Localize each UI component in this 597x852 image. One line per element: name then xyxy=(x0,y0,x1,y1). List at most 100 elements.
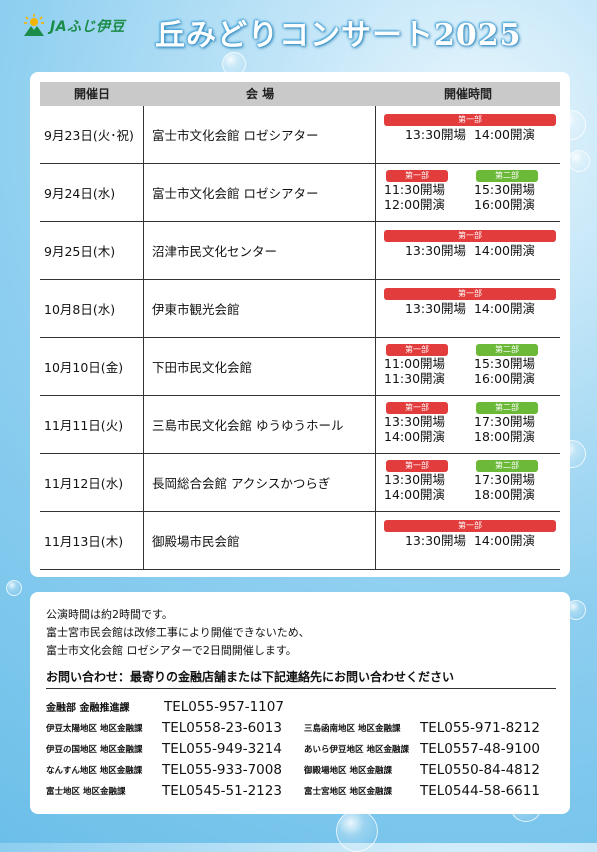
session-label-badge: 第一部 xyxy=(384,230,556,242)
session-label-badge: 第一部 xyxy=(384,520,556,532)
row-venue: 下田市民文化会館 xyxy=(144,338,376,395)
session-start: 14:00開演 xyxy=(384,487,446,502)
inquiry-heading: お問い合わせ：最寄りの金融店舗または下記連絡先にお問い合わせください xyxy=(46,670,455,684)
session-2: 第二部 17:30開場 18:00開演 xyxy=(474,460,556,502)
contact-row-main: 金融部 金融推進課 TEL055-957-1107 xyxy=(46,696,566,717)
session-1: 第一部 11:30開場 12:00開演 xyxy=(384,170,466,212)
session-time: 13:30開場 14:00開演 xyxy=(404,533,535,548)
contact-dept: 三島函南地区 地区金融課 xyxy=(304,723,401,734)
row-venue: 三島市民文化会館 ゆうゆうホール xyxy=(144,396,376,453)
row-times: 第一部 11:00開場 11:30開演 第二部 15:30開場 16:00開演 xyxy=(376,338,560,395)
session-label-badge: 第一部 xyxy=(386,402,448,414)
table-row: 9月24日(水) 富士市文化会館 ロゼシアター 第一部 11:30開場 12:0… xyxy=(40,164,560,222)
table-row: 9月23日(火･祝) 富士市文化会館 ロゼシアター 第一部 13:30開場 14… xyxy=(40,106,560,164)
session-label-badge: 第二部 xyxy=(476,344,538,356)
table-row: 10月10日(金) 下田市民文化会館 第一部 11:00開場 11:30開演 第… xyxy=(40,338,560,396)
session-open: 15:30開場 xyxy=(474,182,536,197)
session-label-badge: 第一部 xyxy=(386,170,448,182)
session-open: 17:30開場 xyxy=(474,414,536,429)
contact-list: 金融部 金融推進課 TEL055-957-1107 伊豆太陽地区 地区金融課 TE… xyxy=(46,696,566,801)
contact-row: 伊豆太陽地区 地区金融課 TEL0558-23-6013 三島函南地区 地区金融課… xyxy=(46,717,566,738)
schedule-rows: 9月23日(火･祝) 富士市文化会館 ロゼシアター 第一部 13:30開場 14… xyxy=(40,106,560,570)
contact-tel: TEL055-957-1107 xyxy=(164,698,284,715)
row-date: 10月10日(金) xyxy=(40,338,144,395)
row-venue: 御殿場市民会館 xyxy=(144,512,376,569)
contact-tel: TEL0545-51-2123 xyxy=(162,782,282,799)
contact-dept: 伊豆の国地区 地区金融課 xyxy=(46,744,143,755)
session-start: 16:00開演 xyxy=(474,197,536,212)
contact-tel: TEL055-949-3214 xyxy=(162,740,282,757)
contact-dept: なんすん地区 地区金融課 xyxy=(46,765,143,776)
session-time: 13:30開場 14:00開演 xyxy=(404,301,535,316)
session-2: 第二部 15:30開場 16:00開演 xyxy=(474,170,556,212)
session-1: 第一部 13:30開場 14:00開演 xyxy=(384,230,556,259)
contact-row: なんすん地区 地区金融課 TEL055-933-7008 御殿場地区 地区金融課 T… xyxy=(46,759,566,780)
column-header-time: 開催時間 xyxy=(443,87,492,101)
row-times: 第一部 13:30開場 14:00開演 xyxy=(376,512,560,569)
session-start: 11:30開演 xyxy=(384,371,446,386)
table-row: 11月13日(木) 御殿場市民会館 第一部 13:30開場 14:00開演 xyxy=(40,512,560,570)
table-row: 9月25日(木) 沼津市民文化センター 第一部 13:30開場 14:00開演 xyxy=(40,222,560,280)
ja-logo-icon xyxy=(22,14,46,38)
session-open: 11:00開場 xyxy=(384,356,446,371)
note-line: 富士宮市民会館は改修工事により開催できないため、 xyxy=(46,626,310,639)
contact-dept: あいら伊豆地区 地区金融課 xyxy=(304,744,409,755)
session-time: 13:30開場 14:00開演 xyxy=(404,127,535,142)
session-open: 13:30開場 xyxy=(384,472,446,487)
session-1: 第一部 13:30開場 14:00開演 xyxy=(384,402,466,444)
session-1: 第一部 13:30開場 14:00開演 xyxy=(384,520,556,549)
row-date: 11月11日(火) xyxy=(40,396,144,453)
contact-tel: TEL0558-23-6013 xyxy=(162,719,282,736)
session-open: 17:30開場 xyxy=(474,472,536,487)
session-label-badge: 第二部 xyxy=(476,402,538,414)
row-venue: 長岡総合会館 アクシスかつらぎ xyxy=(144,454,376,511)
session-pair: 第一部 11:00開場 11:30開演 第二部 15:30開場 16:00開演 xyxy=(384,344,556,386)
row-date: 11月13日(木) xyxy=(40,512,144,569)
table-row: 11月12日(水) 長岡総合会館 アクシスかつらぎ 第一部 13:30開場 14… xyxy=(40,454,560,512)
contact-tel: TEL0550-84-4812 xyxy=(420,761,540,778)
row-times: 第一部 13:30開場 14:00開演 第二部 17:30開場 18:00開演 xyxy=(376,396,560,453)
row-date: 9月24日(水) xyxy=(40,164,144,221)
note-line: 公演時間は約2時間です。 xyxy=(46,608,173,621)
table-row: 10月8日(水) 伊東市観光会館 第一部 13:30開場 14:00開演 xyxy=(40,280,560,338)
session-label-badge: 第一部 xyxy=(384,288,556,300)
row-date: 11月12日(水) xyxy=(40,454,144,511)
session-start: 18:00開演 xyxy=(474,487,536,502)
column-header-date: 開催日 xyxy=(73,87,110,101)
session-open: 11:30開場 xyxy=(384,182,446,197)
contact-dept: 富士宮地区 地区金融課 xyxy=(304,786,392,797)
contact-tel: TEL0544-58-6611 xyxy=(420,782,540,799)
row-date: 9月23日(火･祝) xyxy=(40,106,144,163)
session-label-badge: 第一部 xyxy=(384,114,556,126)
contact-tel: TEL0557-48-9100 xyxy=(420,740,540,757)
session-open: 13:30開場 xyxy=(384,414,446,429)
session-1: 第一部 11:00開場 11:30開演 xyxy=(384,344,466,386)
session-start: 12:00開演 xyxy=(384,197,446,212)
contact-row: 富士地区 地区金融課 TEL0545-51-2123 富士宮地区 地区金融課 TEL… xyxy=(46,780,566,801)
row-venue: 伊東市観光会館 xyxy=(144,280,376,337)
table-row: 11月11日(火) 三島市民文化会館 ゆうゆうホール 第一部 13:30開場 1… xyxy=(40,396,560,454)
column-header-venue: 会 場 xyxy=(245,87,275,101)
row-times: 第一部 13:30開場 14:00開演 xyxy=(376,280,560,337)
session-pair: 第一部 13:30開場 14:00開演 第二部 17:30開場 18:00開演 xyxy=(384,460,556,502)
session-2: 第二部 17:30開場 18:00開演 xyxy=(474,402,556,444)
session-start: 14:00開演 xyxy=(384,429,446,444)
contact-dept: 伊豆太陽地区 地区金融課 xyxy=(46,723,143,734)
session-1: 第一部 13:30開場 14:00開演 xyxy=(384,460,466,502)
session-2: 第二部 15:30開場 16:00開演 xyxy=(474,344,556,386)
bubble-decoration xyxy=(6,580,22,596)
contact-tel: TEL055-933-7008 xyxy=(162,761,282,778)
row-venue: 富士市文化会館 ロゼシアター xyxy=(144,164,376,221)
bubble-decoration xyxy=(336,810,378,852)
session-time: 13:30開場 14:00開演 xyxy=(404,243,535,258)
session-label-badge: 第一部 xyxy=(386,344,448,356)
info-panel: 公演時間は約2時間です。 富士宮市民会館は改修工事により開催できないため、 富士… xyxy=(30,592,570,814)
logo-text: JAふじ伊豆 xyxy=(50,19,126,35)
session-pair: 第一部 13:30開場 14:00開演 第二部 17:30開場 18:00開演 xyxy=(384,402,556,444)
schedule-panel: 開催日 会 場 開催時間 9月23日(火･祝) 富士市文化会館 ロゼシアター 第… xyxy=(30,72,570,577)
session-label-badge: 第一部 xyxy=(386,460,448,472)
session-label-badge: 第二部 xyxy=(476,460,538,472)
contact-dept: 富士地区 地区金融課 xyxy=(46,786,126,797)
bubble-decoration xyxy=(568,150,590,172)
row-venue: 沼津市民文化センター xyxy=(144,222,376,279)
